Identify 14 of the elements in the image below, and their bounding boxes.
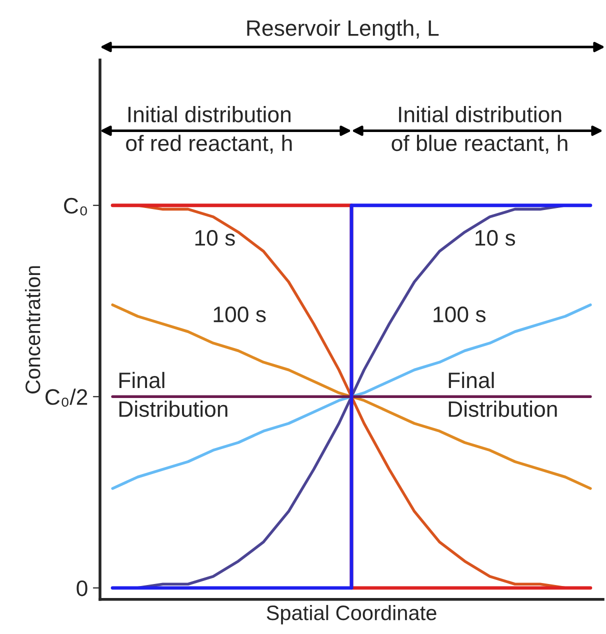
annotation: Final Distribution: [119, 372, 228, 418]
annotation: 10 s: [195, 230, 235, 246]
text: C₀: [64, 198, 87, 216]
text: 0: [76, 580, 88, 596]
y-axis-title: Concentration: [24, 266, 40, 394]
annotation: 100 s: [214, 306, 266, 322]
text: C₀/2: [46, 388, 88, 407]
text: Initial distribution of blue reactant, h: [392, 106, 568, 154]
x-axis-title: Spatial Coordinate: [266, 604, 436, 624]
annotation: 10 s: [476, 230, 516, 246]
text: Initial distribution of red reactant, h: [126, 106, 292, 154]
annotation: 100 s: [434, 306, 486, 322]
annotation: Final Distribution: [448, 372, 557, 418]
text: Reservoir Length, L: [247, 20, 439, 40]
